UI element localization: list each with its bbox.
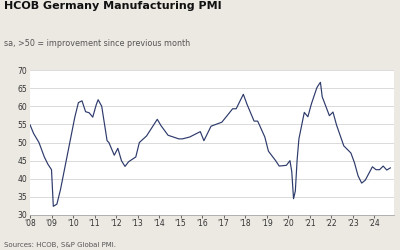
Text: HCOB Germany Manufacturing PMI: HCOB Germany Manufacturing PMI [4,1,222,11]
Text: sa, >50 = improvement since previous month: sa, >50 = improvement since previous mon… [4,39,190,48]
Text: Sources: HCOB, S&P Global PMI.: Sources: HCOB, S&P Global PMI. [4,242,116,248]
